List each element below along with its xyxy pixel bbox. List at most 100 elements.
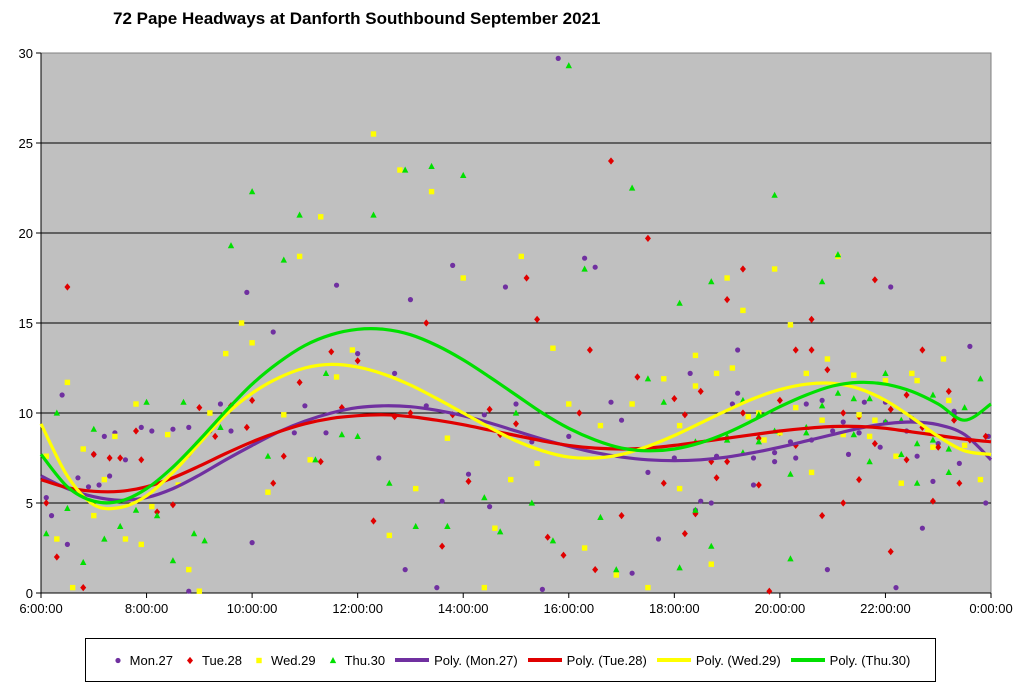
data-point xyxy=(692,506,699,513)
data-point xyxy=(486,405,493,413)
y-tick-label: 10 xyxy=(19,406,33,421)
data-point xyxy=(534,460,540,467)
data-point xyxy=(671,395,678,403)
data-point xyxy=(539,586,545,593)
data-point xyxy=(43,495,49,501)
series-thu-30 xyxy=(43,62,984,573)
legend-marker xyxy=(329,657,336,664)
data-point xyxy=(296,253,303,260)
data-point xyxy=(803,370,809,377)
data-point xyxy=(913,479,921,486)
data-point xyxy=(830,428,836,434)
data-point xyxy=(412,522,419,529)
data-point xyxy=(450,262,456,268)
data-point xyxy=(413,485,419,492)
data-point xyxy=(85,484,92,490)
data-point xyxy=(201,537,208,544)
legend-item: Poly. (Wed.29) xyxy=(656,652,781,668)
data-point xyxy=(169,557,177,564)
data-point xyxy=(803,401,809,407)
data-point xyxy=(576,409,583,417)
data-point xyxy=(496,528,504,535)
data-point xyxy=(698,498,704,504)
data-point xyxy=(53,553,60,561)
data-point xyxy=(238,320,245,326)
x-tick-label: 6:00:00 xyxy=(19,601,62,616)
data-point xyxy=(386,479,393,486)
data-point xyxy=(164,431,171,438)
data-point xyxy=(444,522,451,529)
data-point xyxy=(80,584,87,592)
data-point xyxy=(465,471,472,477)
data-point xyxy=(101,433,107,439)
data-point xyxy=(755,481,762,489)
data-point xyxy=(434,585,440,591)
data-point xyxy=(676,422,683,429)
legend-item: Mon.27 xyxy=(111,653,173,668)
data-point xyxy=(956,460,962,466)
data-point xyxy=(708,458,715,466)
data-point xyxy=(660,479,667,487)
data-point xyxy=(893,453,899,459)
data-point xyxy=(903,456,910,464)
data-point xyxy=(428,188,435,195)
data-point xyxy=(724,275,730,281)
data-point xyxy=(196,588,203,594)
data-point xyxy=(186,424,192,430)
data-point xyxy=(291,430,297,436)
data-point xyxy=(824,567,830,573)
data-point xyxy=(566,433,572,439)
data-point xyxy=(80,446,86,452)
legend-marker xyxy=(256,657,262,664)
data-point xyxy=(333,282,340,288)
chart-plot: 0 5 10 15 20 25 30 6:00:00 8:00:00 10:00:00 12:00:… xyxy=(19,46,1013,616)
data-point xyxy=(834,389,842,396)
x-tick-label: 8:00:00 xyxy=(125,601,168,616)
data-point xyxy=(207,410,213,416)
data-point xyxy=(676,485,683,492)
data-point xyxy=(713,370,720,377)
x-tick-label: 20:00:00 xyxy=(755,601,806,616)
data-point xyxy=(824,366,831,374)
data-point xyxy=(808,315,815,323)
y-tick-label: 0 xyxy=(26,586,33,601)
data-point xyxy=(845,451,852,457)
data-point xyxy=(370,211,377,218)
legend-label: Poly. (Wed.29) xyxy=(695,652,781,668)
data-point xyxy=(428,162,435,169)
data-point xyxy=(919,423,926,431)
data-point xyxy=(887,405,894,413)
x-tick-label: 12:00:00 xyxy=(332,601,383,616)
legend-marker xyxy=(115,657,121,664)
data-point xyxy=(117,454,124,462)
legend-swatch xyxy=(252,653,266,667)
data-point xyxy=(318,214,324,220)
data-point xyxy=(481,584,488,591)
data-point xyxy=(333,374,340,380)
data-point xyxy=(929,391,937,398)
data-point xyxy=(708,561,714,567)
data-point xyxy=(43,499,50,507)
data-point xyxy=(871,440,878,448)
x-tick-label: 0:00:00 xyxy=(969,601,1012,616)
data-point xyxy=(914,453,920,459)
data-point xyxy=(729,401,735,407)
data-point xyxy=(116,522,124,529)
data-point xyxy=(834,251,842,258)
data-point xyxy=(43,530,50,537)
data-point xyxy=(101,535,108,542)
data-point xyxy=(338,404,345,412)
data-point xyxy=(772,450,778,456)
data-point xyxy=(508,476,514,483)
data-point xyxy=(930,444,936,450)
data-point xyxy=(818,278,826,285)
data-point xyxy=(634,373,641,381)
data-point xyxy=(597,513,604,520)
data-point xyxy=(101,476,108,483)
data-point xyxy=(180,398,187,405)
y-tick-label: 20 xyxy=(19,226,33,241)
data-point xyxy=(439,498,445,504)
data-point xyxy=(307,457,313,463)
data-point xyxy=(243,423,250,431)
data-point xyxy=(708,500,714,506)
